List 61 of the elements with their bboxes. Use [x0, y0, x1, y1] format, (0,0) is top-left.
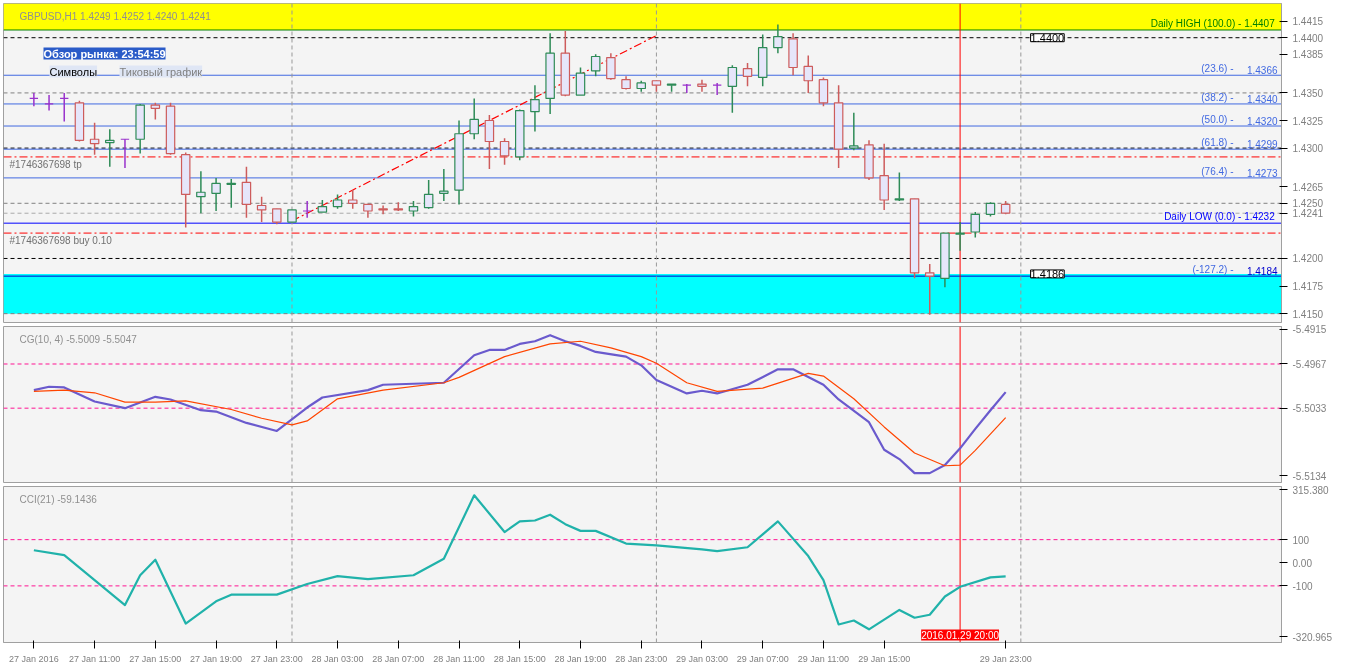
- x-tick-label: 28 Jan 07:00: [372, 653, 425, 664]
- text: CCI(21) -59.1436: [19, 494, 98, 505]
- x-tick-label: 27 Jan 2016: [9, 653, 59, 664]
- x-tick-label: 27 Jan 23:00: [250, 653, 303, 664]
- x-tick-label: 29 Jan 23:00: [979, 653, 1032, 664]
- annotation: (61.8) -: [1201, 137, 1234, 149]
- annotation: (38.2) -: [1201, 91, 1234, 103]
- x-tick-label: 29 Jan 03:00: [675, 653, 728, 664]
- y-tick-label: 1.4265: [1292, 181, 1324, 193]
- ref-line-label: 1.4241: [1292, 208, 1324, 220]
- y-tick-label: 315.380: [1292, 484, 1330, 496]
- y-tick-label: -5.5033: [1292, 403, 1327, 415]
- x-tick-label: 27 Jan 11:00: [68, 653, 121, 664]
- y-tick-label: 0.00: [1292, 557, 1313, 569]
- x-tick-label: 29 Jan 07:00: [736, 653, 789, 664]
- text: CG(10, 4) -5.5009 -5.5047: [19, 334, 138, 345]
- x-tick-label: 28 Jan 23:00: [615, 653, 668, 664]
- x-tick-label: 28 Jan 03:00: [311, 653, 364, 664]
- y-tick-label: -320.965: [1292, 631, 1333, 643]
- ref-line-label: 1.4340: [1246, 93, 1278, 105]
- ref-line-label: 1.4150: [1292, 308, 1324, 320]
- ref-line-label: #1746367698 buy 0.10: [9, 235, 113, 247]
- x-tick-label: 27 Jan 15:00: [129, 653, 182, 664]
- ref-line-label: 1.4250: [1292, 198, 1324, 210]
- y-tick-label: 1.4325: [1292, 115, 1324, 127]
- annotation: 1.4400: [1030, 31, 1065, 44]
- ref-line-label: 1.4273: [1246, 167, 1278, 179]
- y-tick-label: -5.5134: [1292, 470, 1327, 482]
- annotation: 1.4186: [1030, 267, 1065, 280]
- x-tick-label: 29 Jan 11:00: [797, 653, 850, 664]
- y-tick-label: 1.4175: [1292, 281, 1324, 293]
- y-tick-label: 1.4415: [1292, 16, 1324, 28]
- ref-line-label: 1.4400: [1292, 32, 1324, 44]
- ref-line-label: 1.4350: [1292, 87, 1324, 99]
- annotation: Обзор рынка: 23:54:59: [43, 47, 166, 60]
- ref-line-label: Daily LOW (0.0) - 1.4232: [1164, 211, 1276, 223]
- ref-line-label: 2016.01.29 20:00: [921, 629, 1000, 641]
- x-tick-label: 29 Jan 15:00: [858, 653, 911, 664]
- y-tick-label: -5.4915: [1292, 324, 1327, 336]
- y-tick-label: 1.4385: [1292, 49, 1324, 61]
- ref-line-label: Daily HIGH (100.0) - 1.4407: [1150, 17, 1276, 29]
- ref-line-label: 1.4299: [1246, 139, 1278, 151]
- x-tick-label: 28 Jan 11:00: [433, 653, 485, 664]
- x-tick-label: 28 Jan 19:00: [554, 653, 607, 664]
- ref-line-label: #1746367698 tp: [9, 158, 83, 170]
- annotation: (23.6) -: [1201, 63, 1234, 75]
- annotation: Тиковый график: [119, 65, 203, 78]
- y-tick-label: -5.4967: [1292, 358, 1327, 370]
- annotation: (50.0) -: [1201, 114, 1234, 126]
- ref-line-label: 1.4300: [1292, 143, 1324, 155]
- ref-line-label: 1.4320: [1246, 116, 1278, 128]
- annotation: (76.4) -: [1201, 165, 1234, 177]
- ref-line-label: 1.4366: [1246, 65, 1278, 77]
- y-tick-label: 100: [1292, 534, 1310, 546]
- y-tick-label: -100: [1292, 580, 1313, 592]
- x-tick-label: 27 Jan 19:00: [190, 653, 243, 664]
- text: GBPUSD,H1 1.4249 1.4252 1.4240 1.4241: [19, 11, 212, 22]
- ref-line-label: 1.4200: [1292, 253, 1324, 265]
- x-tick-label: 28 Jan 15:00: [493, 653, 546, 664]
- annotation: Символы: [49, 65, 98, 78]
- annotation: (-127.2) -: [1192, 264, 1234, 276]
